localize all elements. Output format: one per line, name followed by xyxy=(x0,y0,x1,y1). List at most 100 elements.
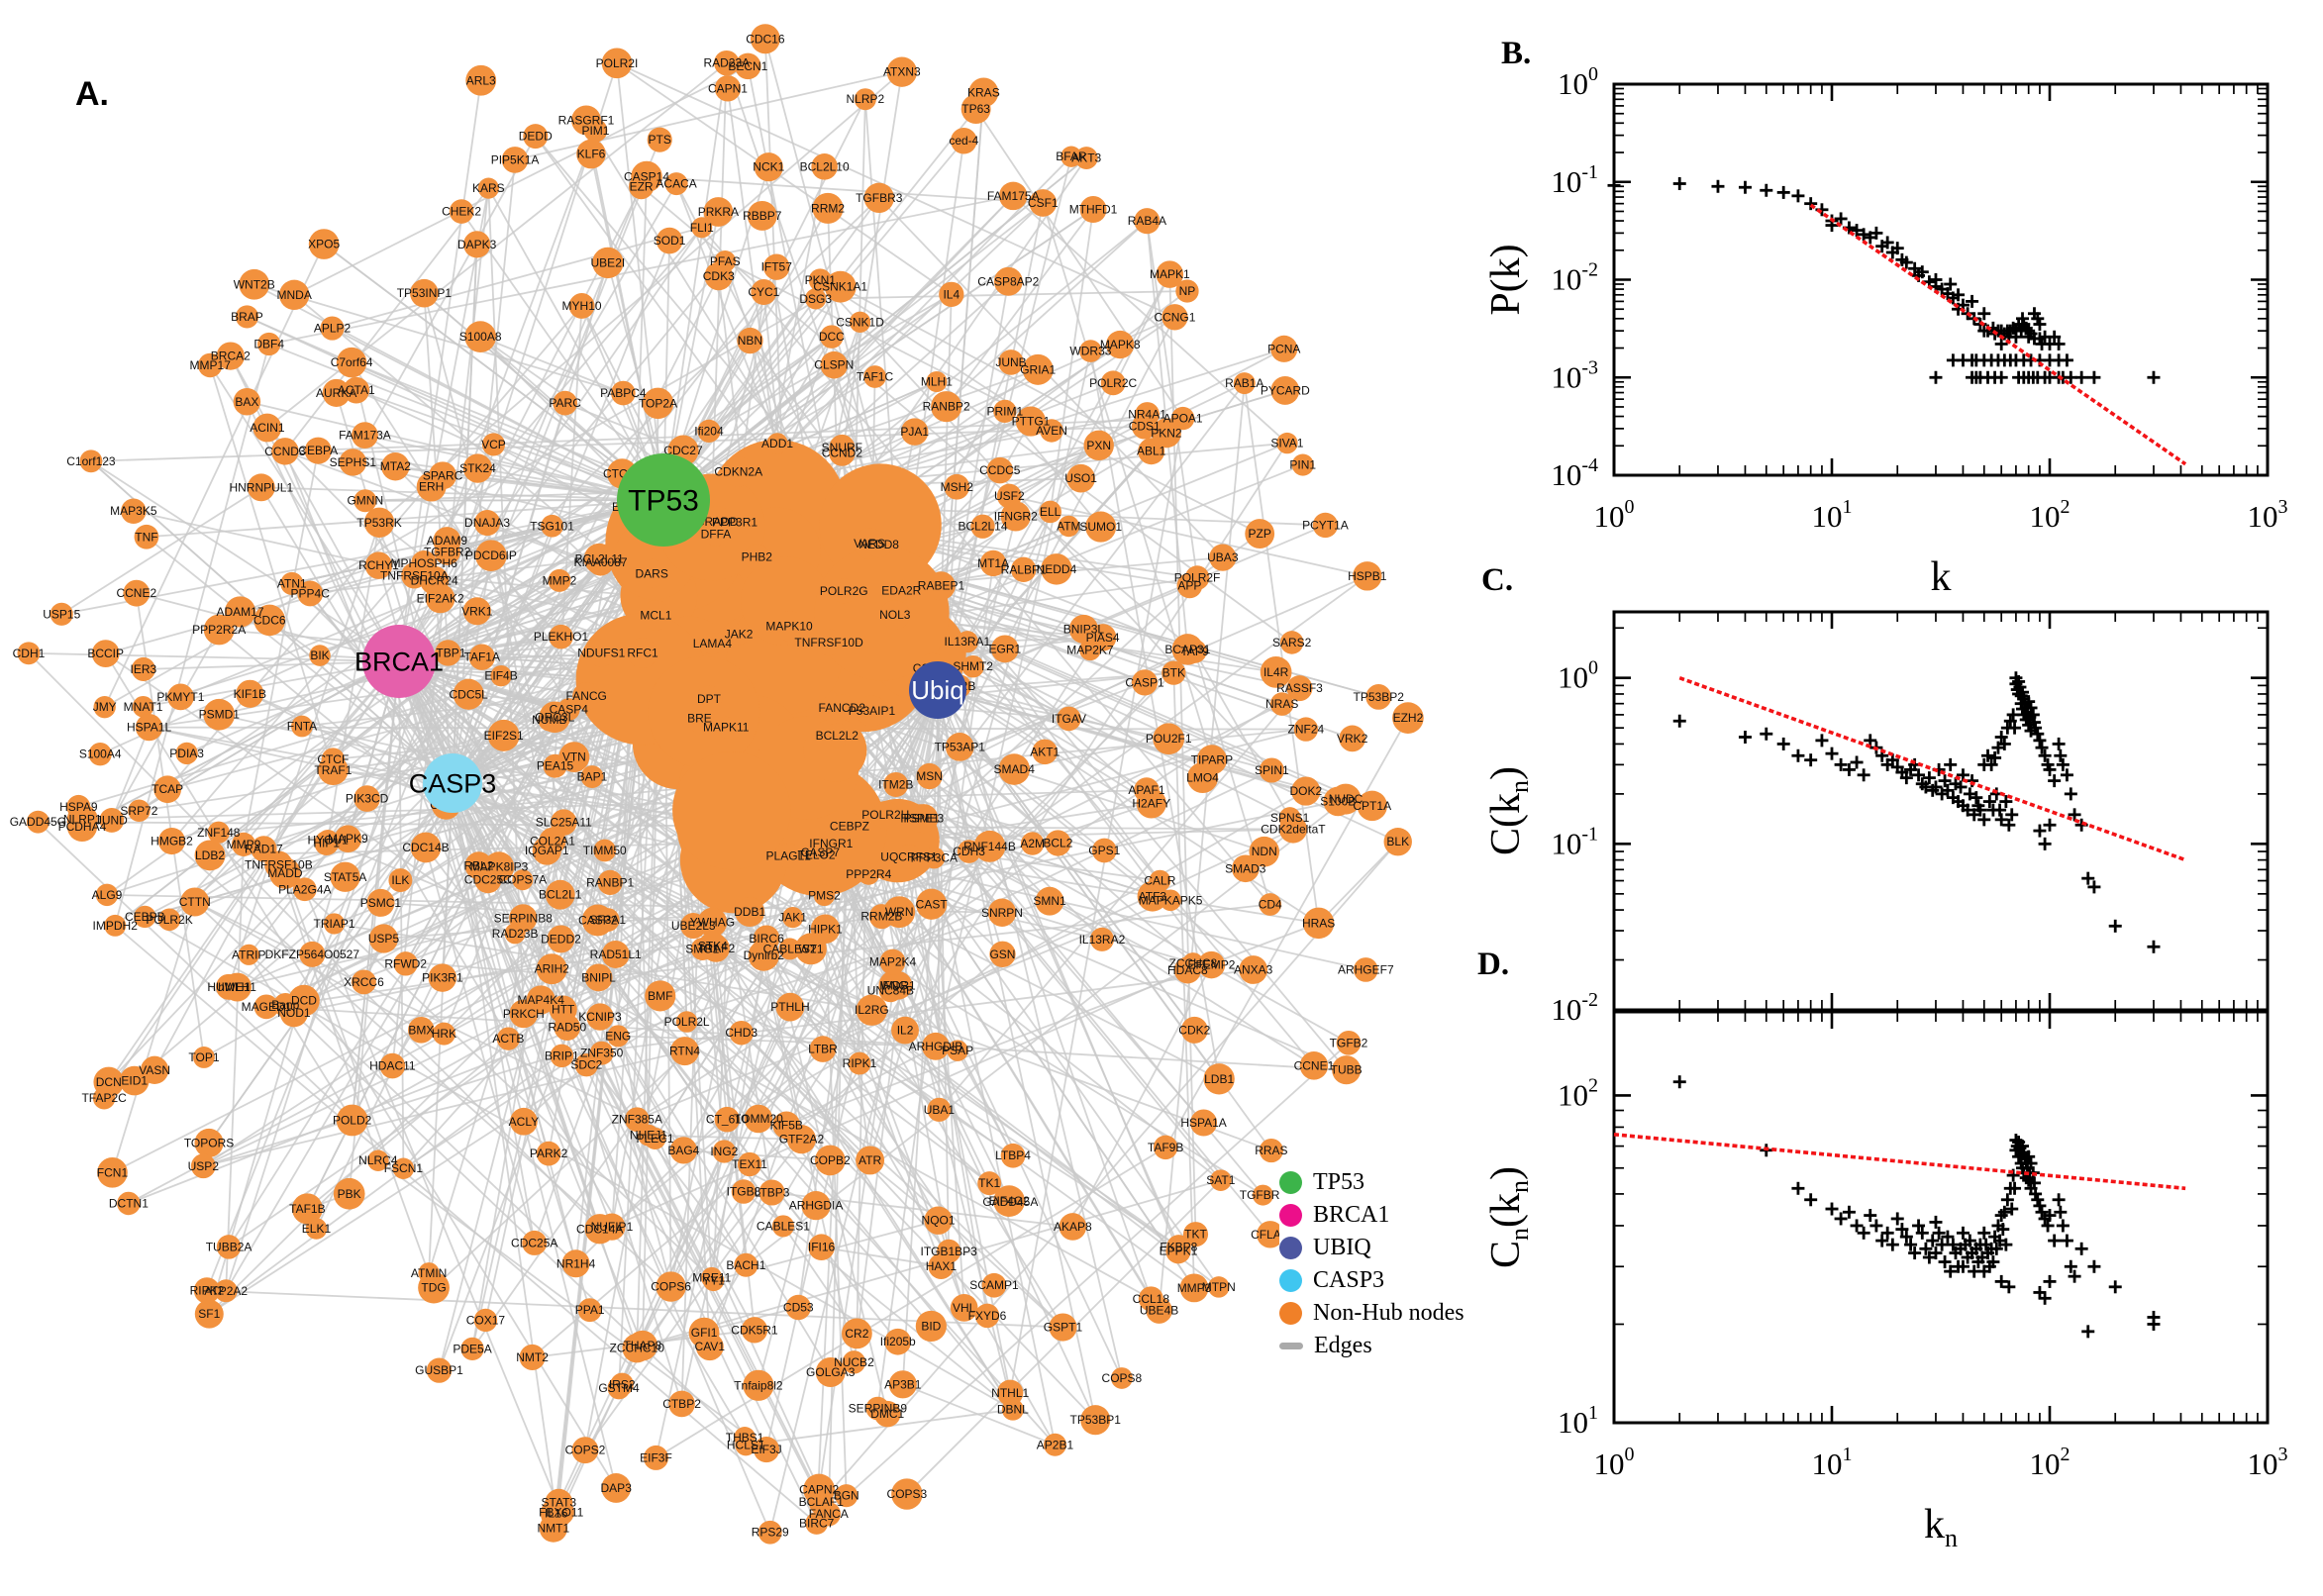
svg-text:MCL1: MCL1 xyxy=(640,608,671,622)
svg-text:TSG101: TSG101 xyxy=(530,519,574,533)
svg-text:CR2: CR2 xyxy=(845,1327,868,1341)
hub-casp3: CASP3 xyxy=(409,753,496,813)
svg-text:USF2: USF2 xyxy=(994,489,1025,503)
svg-text:ADD1: ADD1 xyxy=(761,437,793,450)
svg-text:NR1H4: NR1H4 xyxy=(556,1256,596,1270)
svg-text:BCL2L2: BCL2L2 xyxy=(816,729,859,743)
svg-text:CTCF: CTCF xyxy=(317,752,349,766)
svg-text:SMN1: SMN1 xyxy=(1033,894,1066,908)
svg-text:CCL18: CCL18 xyxy=(1133,1292,1170,1306)
svg-text:IL16: IL16 xyxy=(545,1507,568,1521)
svg-text:TOPORS: TOPORS xyxy=(184,1136,234,1149)
svg-text:10-3: 10-3 xyxy=(1551,356,1598,394)
svg-text:BAG4: BAG4 xyxy=(667,1144,699,1157)
svg-text:10-1: 10-1 xyxy=(1551,823,1598,860)
svg-text:P53AIP1: P53AIP1 xyxy=(849,704,896,718)
svg-text:BCL2L11: BCL2L11 xyxy=(575,551,624,565)
svg-text:SMAD3: SMAD3 xyxy=(1225,861,1266,875)
svg-text:EDA2R: EDA2R xyxy=(881,584,921,598)
svg-text:CABLES1: CABLES1 xyxy=(757,1219,810,1233)
svg-text:JUND: JUND xyxy=(96,813,128,827)
svg-text:BLK: BLK xyxy=(1386,835,1409,848)
svg-text:ITM2B: ITM2B xyxy=(878,777,913,791)
svg-text:PPP2R4: PPP2R4 xyxy=(846,867,891,881)
svg-text:MRE11: MRE11 xyxy=(692,1271,731,1285)
svg-text:RASGRF1: RASGRF1 xyxy=(558,113,615,127)
svg-text:KIAA0087: KIAA0087 xyxy=(574,555,628,569)
svg-text:MSH2: MSH2 xyxy=(941,480,974,494)
svg-text:CASP7: CASP7 xyxy=(801,846,841,859)
svg-text:S100A8: S100A8 xyxy=(459,330,502,344)
svg-text:RASSF3: RASSF3 xyxy=(1276,681,1323,695)
svg-text:CASP1: CASP1 xyxy=(1125,675,1164,689)
network-graph: TP53RK KIAA0087 THAP8 CDC14B Ifi204 TCAP H2AFY… xyxy=(10,24,1424,1545)
svg-text:NHEJ1: NHEJ1 xyxy=(630,1129,667,1143)
svg-text:GMNN: GMNN xyxy=(347,494,383,508)
svg-text:RRM2B: RRM2B xyxy=(860,910,902,924)
svg-text:BCL2: BCL2 xyxy=(1043,836,1072,849)
svg-text:APOA1: APOA1 xyxy=(1163,412,1203,426)
tp53-dot-icon xyxy=(1279,1171,1302,1194)
svg-text:SCAMP1: SCAMP1 xyxy=(969,1278,1019,1292)
svg-text:HDAC11: HDAC11 xyxy=(369,1059,416,1073)
svg-text:TNF: TNF xyxy=(135,530,157,544)
panel-d-plot: 100 101 102 103 101 102 kn Cn(kn) xyxy=(1483,1010,2288,1552)
svg-text:PRKCH: PRKCH xyxy=(503,1007,545,1021)
svg-text:VTN: VTN xyxy=(562,750,586,764)
svg-text:MNAT1: MNAT1 xyxy=(124,700,163,714)
svg-text:TELO2: TELO2 xyxy=(798,848,836,861)
svg-text:PRIM1: PRIM1 xyxy=(986,404,1023,418)
svg-text:POLR2G: POLR2G xyxy=(820,584,868,598)
legend: TP53 BRCA1 UBIQ CASP3 Non-Hub nodes Edge… xyxy=(1279,1166,1464,1362)
legend-item-tp53: TP53 xyxy=(1279,1166,1464,1199)
svg-text:Banp: Banp xyxy=(271,998,299,1012)
svg-text:CDC14B: CDC14B xyxy=(402,841,449,854)
svg-text:ARHGDIA: ARHGDIA xyxy=(789,1199,844,1213)
svg-text:Ubiq: Ubiq xyxy=(911,675,963,705)
svg-text:DOK2: DOK2 xyxy=(1289,784,1322,798)
svg-text:TIMM50: TIMM50 xyxy=(583,844,627,857)
svg-text:POLR2I: POLR2I xyxy=(596,56,639,70)
svg-text:UBE4B: UBE4B xyxy=(1140,1304,1178,1318)
svg-text:TUBB2A: TUBB2A xyxy=(206,1240,252,1253)
svg-text:RALBP1: RALBP1 xyxy=(1001,562,1047,576)
svg-text:DNAJA3: DNAJA3 xyxy=(464,516,510,530)
legend-label: TP53 xyxy=(1313,1169,1365,1195)
svg-text:RAD23B: RAD23B xyxy=(492,927,539,941)
svg-text:PTHLH: PTHLH xyxy=(770,1000,809,1014)
svg-text:BAP1: BAP1 xyxy=(577,770,608,784)
svg-text:ILK: ILK xyxy=(391,873,409,887)
svg-text:MYH10: MYH10 xyxy=(562,299,602,313)
svg-text:GADD45A: GADD45A xyxy=(982,1195,1038,1209)
svg-text:SRP72: SRP72 xyxy=(120,804,157,818)
svg-text:AKT3: AKT3 xyxy=(1071,151,1101,165)
svg-text:TK1: TK1 xyxy=(978,1176,1000,1190)
svg-text:COPS2: COPS2 xyxy=(565,1444,606,1457)
svg-text:ATRIP: ATRIP xyxy=(232,948,265,961)
svg-text:MAPK8: MAPK8 xyxy=(1100,338,1141,351)
svg-text:CDK2deltaT: CDK2deltaT xyxy=(1261,823,1326,837)
svg-text:DKFZP564O0527: DKFZP564O0527 xyxy=(265,948,360,961)
svg-text:RFC1: RFC1 xyxy=(627,647,658,660)
svg-text:DCTN1: DCTN1 xyxy=(109,1196,149,1210)
svg-text:VRK1: VRK1 xyxy=(461,604,493,618)
svg-text:ATXN3: ATXN3 xyxy=(883,65,921,79)
hub-brca1: BRCA1 xyxy=(354,625,444,698)
svg-text:CDH3: CDH3 xyxy=(953,845,985,858)
svg-text:MAPK8IP3: MAPK8IP3 xyxy=(470,860,529,874)
svg-text:PRKRA: PRKRA xyxy=(698,205,739,219)
svg-text:PKN2: PKN2 xyxy=(1151,426,1182,440)
svg-text:TP53INP1: TP53INP1 xyxy=(397,286,453,300)
svg-text:ADAM9: ADAM9 xyxy=(427,534,468,548)
svg-text:LDB1: LDB1 xyxy=(1204,1072,1234,1086)
svg-text:CEBPB: CEBPB xyxy=(125,910,165,924)
svg-text:CAPN1: CAPN1 xyxy=(708,81,748,95)
svg-text:CCNE1: CCNE1 xyxy=(1294,1058,1335,1072)
svg-text:USP15: USP15 xyxy=(43,607,80,621)
svg-text:GOLGA3: GOLGA3 xyxy=(806,1365,856,1379)
svg-text:PLA2G4A: PLA2G4A xyxy=(278,882,331,896)
svg-text:RANBP2: RANBP2 xyxy=(923,400,970,414)
svg-text:EZH2: EZH2 xyxy=(1393,711,1424,725)
svg-text:APAF1: APAF1 xyxy=(1128,783,1164,797)
svg-text:JAK1: JAK1 xyxy=(778,911,807,925)
